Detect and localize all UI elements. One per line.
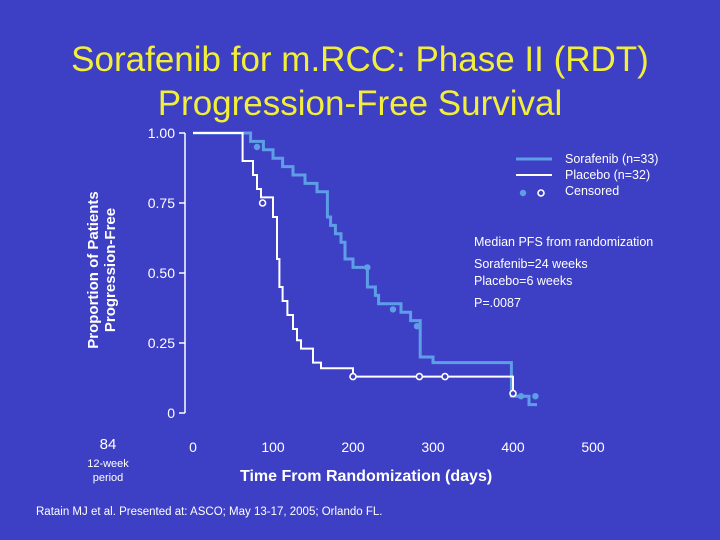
week-marker: 84 12-week period [60, 436, 156, 485]
series-line-sorafenib [193, 131, 537, 407]
legend-censored-marker-sorafenib [519, 189, 527, 197]
censored-marker-sorafenib [517, 393, 525, 400]
censored-marker-sorafenib [413, 323, 421, 330]
censored-marker-sorafenib [389, 306, 397, 313]
x-tick-label: 400 [501, 439, 525, 455]
x-tick-label: 200 [341, 439, 365, 455]
slide-title: Sorafenib for m.RCC: Phase II (RDT) Prog… [0, 38, 720, 126]
censored-marker-sorafenib [364, 264, 371, 271]
y-tick-label: 1.00 [148, 125, 175, 141]
x-tick-label: 500 [581, 439, 605, 455]
median-annotation: Median PFS from randomization Sorafenib=2… [474, 235, 653, 310]
title-line-1: Sorafenib for m.RCC: Phase II (RDT) [71, 40, 649, 79]
y-tick-label: 0.50 [148, 265, 175, 281]
chart-axes: 1.00 0.75 0.50 0.25 0 0 100 200 300 400 500 [148, 125, 605, 455]
week-marker-label: 12-week period [87, 458, 129, 484]
legend-label: Censored [565, 184, 619, 198]
censored-marker-placebo [509, 389, 517, 398]
legend-censored-marker-placebo [537, 189, 545, 197]
annotation-heading: Median PFS from randomization [474, 235, 653, 249]
x-axis-label: Time From Randomization (days) [240, 468, 493, 485]
censored-marker-placebo [441, 372, 449, 381]
x-tick-label: 0 [189, 439, 197, 455]
chart-legend: Sorafenib (n=33) Placebo (n=32) Censored [516, 152, 658, 198]
title-line-2: Progression-Free Survival [157, 84, 563, 123]
censored-marker-placebo [258, 199, 267, 207]
censored-marker-sorafenib [253, 143, 261, 151]
series-layer [193, 131, 539, 407]
censored-marker-placebo [415, 372, 424, 381]
week-marker-value: 84 [99, 436, 117, 453]
series-line-placebo [193, 132, 514, 397]
censored-marker-placebo [349, 372, 357, 381]
legend-label: Placebo (n=32) [565, 168, 650, 182]
y-tick-label: 0 [167, 405, 175, 421]
legend-label: Sorafenib (n=33) [565, 152, 658, 166]
y-tick-label: 0.25 [148, 335, 175, 351]
annotation-placebo-median: Placebo=6 weeks [474, 274, 572, 288]
annotation-p-value: P=.0087 [474, 296, 521, 310]
annotation-sorafenib-median: Sorafenib=24 weeks [474, 257, 588, 271]
censored-marker-sorafenib [532, 393, 539, 400]
x-tick-label: 100 [261, 439, 285, 455]
y-tick-label: 0.75 [148, 195, 175, 211]
x-tick-label: 300 [421, 439, 445, 455]
citation: Ratain MJ et al. Presented at: ASCO; May… [36, 506, 383, 518]
